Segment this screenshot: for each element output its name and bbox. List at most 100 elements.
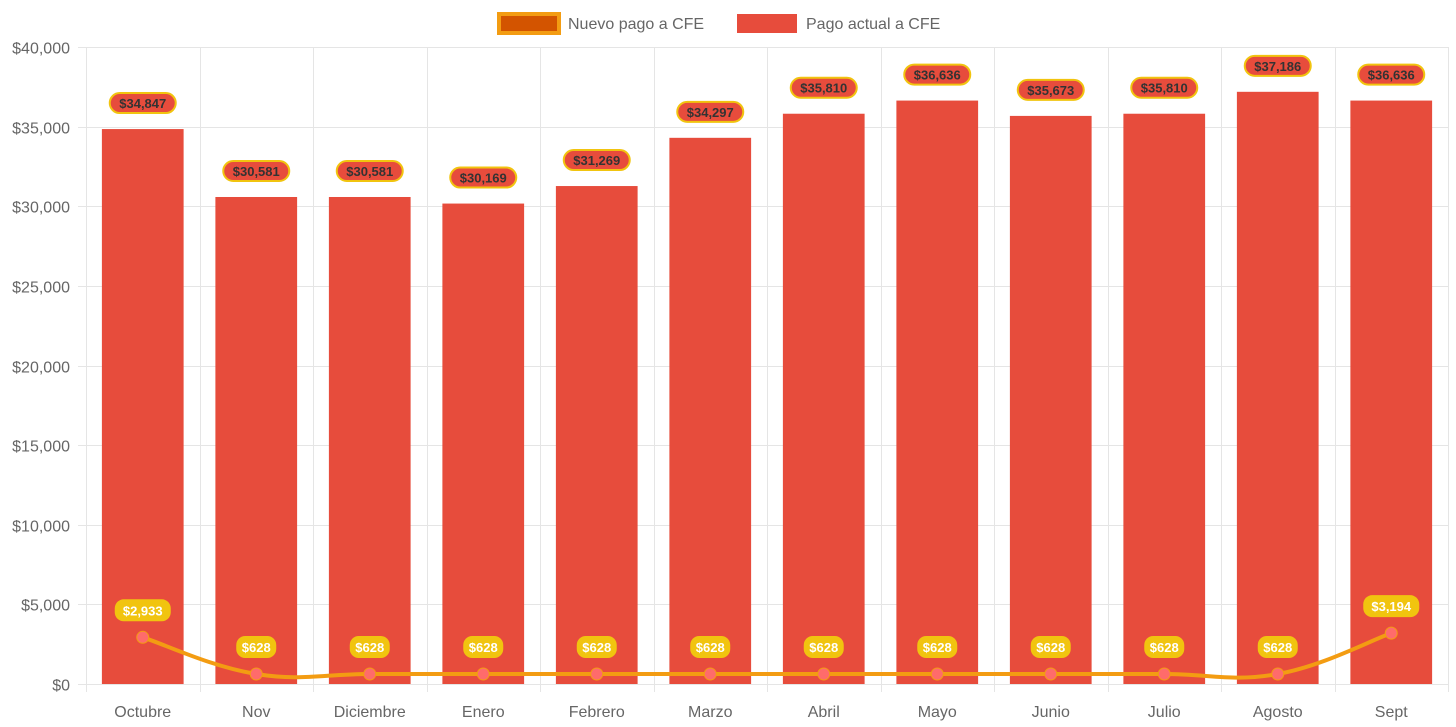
bar <box>1350 100 1433 684</box>
bar <box>442 203 525 685</box>
bar-data-label: $34,847 <box>108 92 177 115</box>
bar <box>555 186 638 684</box>
line-data-label-bg <box>1363 595 1420 618</box>
bar-data-label: $31,269 <box>562 149 631 172</box>
bar-data-label: $30,169 <box>449 166 518 189</box>
line-point <box>930 667 944 681</box>
line-point <box>1384 626 1398 640</box>
bar-data-label-bg <box>789 76 858 99</box>
line-data-label-text: $2,933 <box>123 603 163 618</box>
x-tick-label: Sept <box>1375 704 1408 721</box>
bar <box>782 113 865 684</box>
line-data-label-bg <box>463 635 504 658</box>
line-data-labels: $2,933 $628 $628 $628 $628 $628 $628 $628 $628 $6… <box>114 595 1420 658</box>
x-tick-label: Mayo <box>918 704 957 721</box>
line-point <box>249 667 263 681</box>
line-data-label: $628 <box>1144 635 1185 658</box>
line-data-label-text: $628 <box>923 640 952 655</box>
legend-label-nuevo-pago: Nuevo pago a CFE <box>568 16 704 33</box>
line-data-label: $3,194 <box>1363 595 1420 618</box>
line-path <box>142 631 1392 680</box>
bar-data-label-bg <box>335 159 404 182</box>
bar-data-label-text: $34,847 <box>119 96 166 111</box>
line-data-label: $2,933 <box>114 599 171 622</box>
bar-data-label-bg <box>1016 78 1085 101</box>
bar-data-label-bg <box>562 149 631 172</box>
line-data-label-text: $628 <box>355 640 384 655</box>
line-data-label-bg <box>349 635 390 658</box>
bar <box>328 196 411 685</box>
x-axis: Octubre Nov Diciembre Enero Febrero Marzo Abri… <box>114 704 1408 721</box>
line-data-label: $628 <box>803 635 844 658</box>
bar <box>1236 91 1319 685</box>
legend-item-nuevo-pago[interactable]: Nuevo pago a CFE <box>497 12 704 35</box>
bar-data-label: $35,673 <box>1016 78 1085 101</box>
bar-data-label-bg <box>1243 54 1312 77</box>
bar-data-label-bg <box>1130 76 1199 99</box>
bar-data-label-text: $36,636 <box>914 68 961 83</box>
bar <box>669 137 752 684</box>
line-data-label-bg <box>1030 635 1071 658</box>
line-data-label-bg <box>917 635 958 658</box>
bar-data-label-bg <box>108 92 177 115</box>
bar-data-label-bg <box>449 166 518 189</box>
legend-item-pago-actual[interactable]: Pago actual a CFE <box>737 14 940 33</box>
legend-swatch-pago-actual <box>737 14 797 33</box>
y-tick-label: $5,000 <box>21 598 70 615</box>
x-tick-label: Diciembre <box>334 704 406 721</box>
y-tick-label: $40,000 <box>12 41 70 58</box>
line-point <box>1271 667 1285 681</box>
line-data-label-bg <box>1144 635 1185 658</box>
y-axis: $0 $5,000 $10,000 $15,000 $20,000 $25,000 $30,… <box>12 41 70 695</box>
bar-data-label-text: $30,169 <box>460 171 507 186</box>
line-data-label-bg <box>690 635 731 658</box>
y-tick-label: $25,000 <box>12 280 70 297</box>
bar-data-label-text: $30,581 <box>346 164 393 179</box>
y-tick-label: $10,000 <box>12 519 70 536</box>
line-data-label: $628 <box>463 635 504 658</box>
bar-data-label-bg <box>1357 63 1426 86</box>
bar <box>101 129 184 684</box>
bar <box>1123 113 1206 684</box>
line-data-label-text: $628 <box>1263 640 1292 655</box>
line-data-label-text: $628 <box>242 640 271 655</box>
bar-data-label: $30,581 <box>222 159 291 182</box>
bar-data-label-text: $35,810 <box>800 81 847 96</box>
x-tick-label: Junio <box>1032 704 1070 721</box>
bar-data-label-text: $35,810 <box>1141 81 1188 96</box>
y-tick-label: $15,000 <box>12 439 70 456</box>
line-point <box>590 667 604 681</box>
line-point <box>1157 667 1171 681</box>
y-tick-label: $30,000 <box>12 200 70 217</box>
line-data-label-text: $628 <box>696 640 725 655</box>
bar-data-label: $34,297 <box>676 100 745 123</box>
line-point <box>476 667 490 681</box>
bar-series <box>101 91 1433 685</box>
bar-data-labels: $34,847 $30,581 $30,581 $30,169 $31,269 $34,2… <box>108 54 1426 189</box>
bar-data-label-text: $31,269 <box>573 153 620 168</box>
line-series <box>136 626 1398 681</box>
line-data-label-bg <box>803 635 844 658</box>
x-tick-label: Abril <box>808 704 840 721</box>
bar-data-label: $35,810 <box>1130 76 1199 99</box>
line-data-label-text: $628 <box>809 640 838 655</box>
bar-data-label: $35,810 <box>789 76 858 99</box>
line-point <box>703 667 717 681</box>
bar-data-label-bg <box>676 100 745 123</box>
line-point <box>136 630 150 644</box>
line-data-label: $628 <box>1257 635 1298 658</box>
legend-swatch-nuevo-pago <box>497 12 561 35</box>
y-tick-label: $20,000 <box>12 360 70 377</box>
legend: Nuevo pago a CFE Pago actual a CFE <box>497 12 940 35</box>
line-data-label-bg <box>1257 635 1298 658</box>
line-point <box>817 667 831 681</box>
bar-data-label: $36,636 <box>1357 63 1426 86</box>
bar-data-label: $30,581 <box>335 159 404 182</box>
legend-label-pago-actual: Pago actual a CFE <box>806 16 940 33</box>
bar <box>896 100 979 684</box>
line-data-label-text: $628 <box>1150 640 1179 655</box>
bar-data-label-bg <box>903 63 972 86</box>
line-point <box>363 667 377 681</box>
line-data-label: $628 <box>690 635 731 658</box>
